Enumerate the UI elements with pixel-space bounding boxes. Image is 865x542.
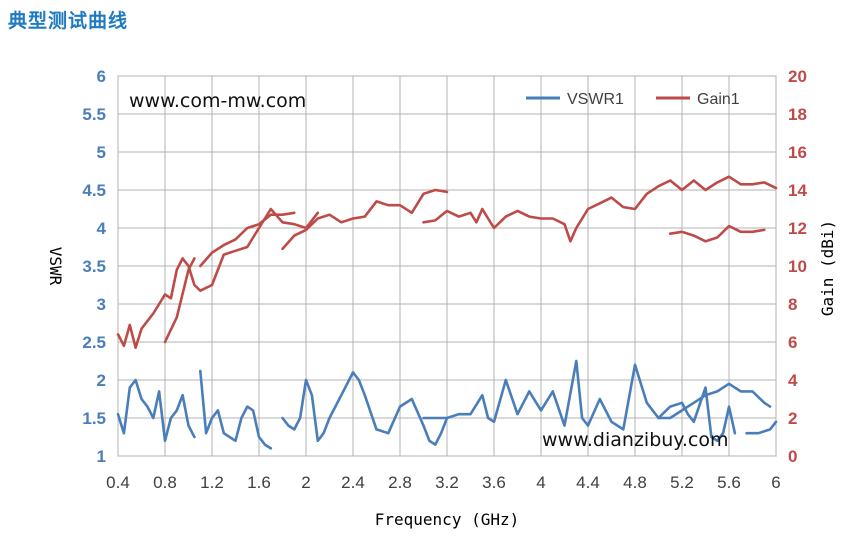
series-line-vswr1 bbox=[199, 369, 273, 450]
y2-axis-ticks: 0 2 4 6 8 10 12 14 16 18 20 bbox=[788, 67, 807, 466]
x-tick-label: 0.4 bbox=[106, 473, 130, 492]
page-title: 典型测试曲线 bbox=[8, 10, 129, 32]
series-line-gain1 bbox=[116, 207, 320, 350]
y-tick-label: 5.5 bbox=[82, 105, 106, 124]
y-tick-label: 5 bbox=[97, 143, 106, 162]
y-axis-ticks: 1 1.5 2 2.5 3 3.5 4 4.5 5 5.5 6 bbox=[82, 67, 106, 466]
x-tick-label: 0.8 bbox=[153, 473, 177, 492]
y2-tick-label: 4 bbox=[788, 371, 798, 390]
legend-label-gain1: Gain1 bbox=[697, 91, 740, 108]
x-tick-label: 3.2 bbox=[435, 473, 459, 492]
x-tick-label: 4 bbox=[536, 473, 545, 492]
x-tick-label: 6 bbox=[771, 473, 780, 492]
y2-tick-label: 0 bbox=[788, 447, 797, 466]
series-line-vswr1 bbox=[281, 371, 449, 446]
series-line-gain1 bbox=[422, 175, 778, 243]
y2-tick-label: 20 bbox=[788, 67, 807, 86]
series-line-vswr1 bbox=[116, 378, 196, 443]
y2-tick-label: 18 bbox=[788, 105, 807, 124]
legend: VSWR1 Gain1 bbox=[526, 91, 740, 108]
series-line-vswr1 bbox=[745, 420, 778, 435]
x-tick-label: 2.4 bbox=[341, 473, 365, 492]
y2-tick-label: 16 bbox=[788, 143, 807, 162]
x-tick-label: 1.2 bbox=[200, 473, 224, 492]
x-tick-label: 1.6 bbox=[247, 473, 271, 492]
series-line-vswr1 bbox=[657, 382, 772, 420]
series-line-gain1 bbox=[199, 211, 296, 268]
x-tick-label: 2.8 bbox=[388, 473, 412, 492]
x-axis-label: Frequency (GHz) bbox=[375, 510, 520, 529]
series-layer bbox=[116, 175, 778, 450]
y-axis-label: VSWR bbox=[46, 247, 65, 286]
x-axis-ticks: 0.4 0.8 1.2 1.6 2 2.4 2.8 3.2 3.6 4 4.4 4.8 5.2 5.6 6 bbox=[106, 473, 781, 492]
y2-axis-label: Gain (dBi) bbox=[818, 220, 837, 316]
y-tick-label: 1 bbox=[97, 447, 106, 466]
series-line-gain1 bbox=[281, 188, 449, 251]
y-tick-label: 4.5 bbox=[82, 181, 106, 200]
watermark-bottom: www.dianzibuy.com bbox=[542, 429, 728, 451]
series-line-gain1 bbox=[668, 224, 766, 243]
x-tick-label: 4.4 bbox=[576, 473, 600, 492]
y-tick-label: 3.5 bbox=[82, 257, 106, 276]
x-tick-label: 5.2 bbox=[670, 473, 694, 492]
y2-tick-label: 6 bbox=[788, 333, 797, 352]
watermark-top: www.com-mw.com bbox=[129, 90, 306, 112]
x-tick-label: 4.8 bbox=[623, 473, 647, 492]
x-tick-label: 5.6 bbox=[717, 473, 741, 492]
x-tick-label: 2 bbox=[301, 473, 310, 492]
y-tick-label: 1.5 bbox=[82, 409, 106, 428]
legend-label-vswr1: VSWR1 bbox=[567, 91, 624, 108]
y2-tick-label: 14 bbox=[788, 181, 807, 200]
y-tick-label: 3 bbox=[97, 295, 106, 314]
y2-tick-label: 2 bbox=[788, 409, 797, 428]
y-tick-label: 2 bbox=[97, 371, 106, 390]
y-tick-label: 6 bbox=[97, 67, 106, 86]
y-tick-label: 2.5 bbox=[82, 333, 106, 352]
y-tick-label: 4 bbox=[97, 219, 107, 238]
series-line-gain1 bbox=[163, 257, 196, 344]
y2-tick-label: 12 bbox=[788, 219, 807, 238]
y2-tick-label: 10 bbox=[788, 257, 807, 276]
y2-tick-label: 8 bbox=[788, 295, 797, 314]
x-tick-label: 3.6 bbox=[482, 473, 506, 492]
